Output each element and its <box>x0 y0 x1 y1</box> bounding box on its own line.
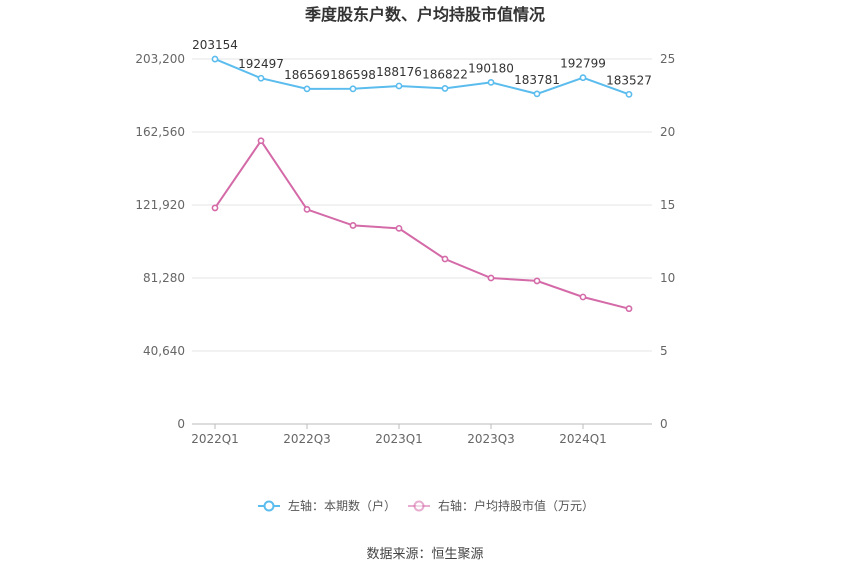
right-tick-label: 25 <box>660 52 675 66</box>
right-tick-label: 10 <box>660 271 675 285</box>
x-tick-label: 2023Q1 <box>375 432 423 446</box>
left-tick-label: 162,560 <box>135 125 185 139</box>
point-avg-value[interactable] <box>303 205 311 213</box>
point-avg-value[interactable] <box>349 222 357 229</box>
series-points <box>211 55 633 313</box>
point-avg-value[interactable] <box>257 137 265 145</box>
data-label-households: 186569 <box>284 68 330 82</box>
point-avg-value[interactable] <box>487 274 495 282</box>
legend-item-avg-value[interactable]: 右轴：户均持股市值（万元） <box>408 498 594 513</box>
point-households[interactable] <box>257 74 265 82</box>
chart-title: 季度股东户数、户均持股市值情况 <box>304 5 545 24</box>
point-avg-value[interactable] <box>441 255 449 263</box>
point-avg-value[interactable] <box>211 204 219 212</box>
left-tick-label: 40,640 <box>143 344 185 358</box>
point-households[interactable] <box>395 82 403 90</box>
right-tick-label: 15 <box>660 198 675 212</box>
legend-households-label: 左轴：本期数（户） <box>288 498 396 513</box>
data-label-households: 183527 <box>606 73 652 87</box>
left-tick-label: 203,200 <box>135 52 185 66</box>
series-lines <box>214 58 630 310</box>
point-households[interactable] <box>533 90 541 98</box>
data-label-households: 188176 <box>376 65 422 79</box>
legend-households-marker <box>263 500 275 512</box>
legend-avg-value-marker <box>413 500 425 512</box>
left-tick-label: 0 <box>177 417 185 431</box>
point-avg-value[interactable] <box>579 293 587 301</box>
data-label-households: 186822 <box>422 67 468 81</box>
series-line-avg-value <box>214 139 630 310</box>
point-avg-value[interactable] <box>625 305 633 313</box>
legend-avg-value-label: 右轴：户均持股市值（万元） <box>438 498 594 513</box>
right-tick-label: 5 <box>660 344 668 358</box>
data-label-households: 186598 <box>330 68 376 82</box>
left-tick-label: 81,280 <box>143 271 185 285</box>
x-tick-label: 2024Q1 <box>559 432 607 446</box>
left-tick-label: 121,920 <box>135 198 185 212</box>
point-households[interactable] <box>211 55 219 63</box>
x-axis-ticks: 2022Q1 2022Q3 2023Q1 2023Q3 2024Q1 <box>191 424 607 446</box>
point-avg-value[interactable] <box>395 224 403 232</box>
left-axis-ticks: 0 40,640 81,280 121,920 162,560 203,200 <box>135 52 185 431</box>
right-tick-label: 20 <box>660 125 675 139</box>
legend: 左轴：本期数（户） 右轴：户均持股市值（万元） <box>258 498 594 513</box>
point-households[interactable] <box>625 90 633 98</box>
data-label-households: 192799 <box>560 57 606 71</box>
right-axis-ticks: 0 5 10 15 20 25 <box>660 52 675 431</box>
grid <box>192 58 652 352</box>
series-line-households <box>214 58 630 96</box>
point-households[interactable] <box>303 85 311 93</box>
data-source: 数据来源：恒生聚源 <box>366 547 483 562</box>
point-avg-value[interactable] <box>533 277 541 285</box>
x-tick-label: 2023Q3 <box>467 432 515 446</box>
point-households[interactable] <box>487 78 495 86</box>
data-label-households: 203154 <box>192 38 238 52</box>
right-tick-label: 0 <box>660 417 668 431</box>
x-tick-label: 2022Q3 <box>283 432 331 446</box>
x-tick-label: 2022Q1 <box>191 432 239 446</box>
data-label-households: 192497 <box>238 57 284 71</box>
point-households[interactable] <box>441 85 449 92</box>
legend-item-households[interactable]: 左轴：本期数（户） <box>258 498 396 513</box>
point-households[interactable] <box>579 74 587 82</box>
data-label-households: 190180 <box>468 61 514 75</box>
point-households[interactable] <box>349 85 357 93</box>
data-label-households: 183781 <box>514 73 560 87</box>
